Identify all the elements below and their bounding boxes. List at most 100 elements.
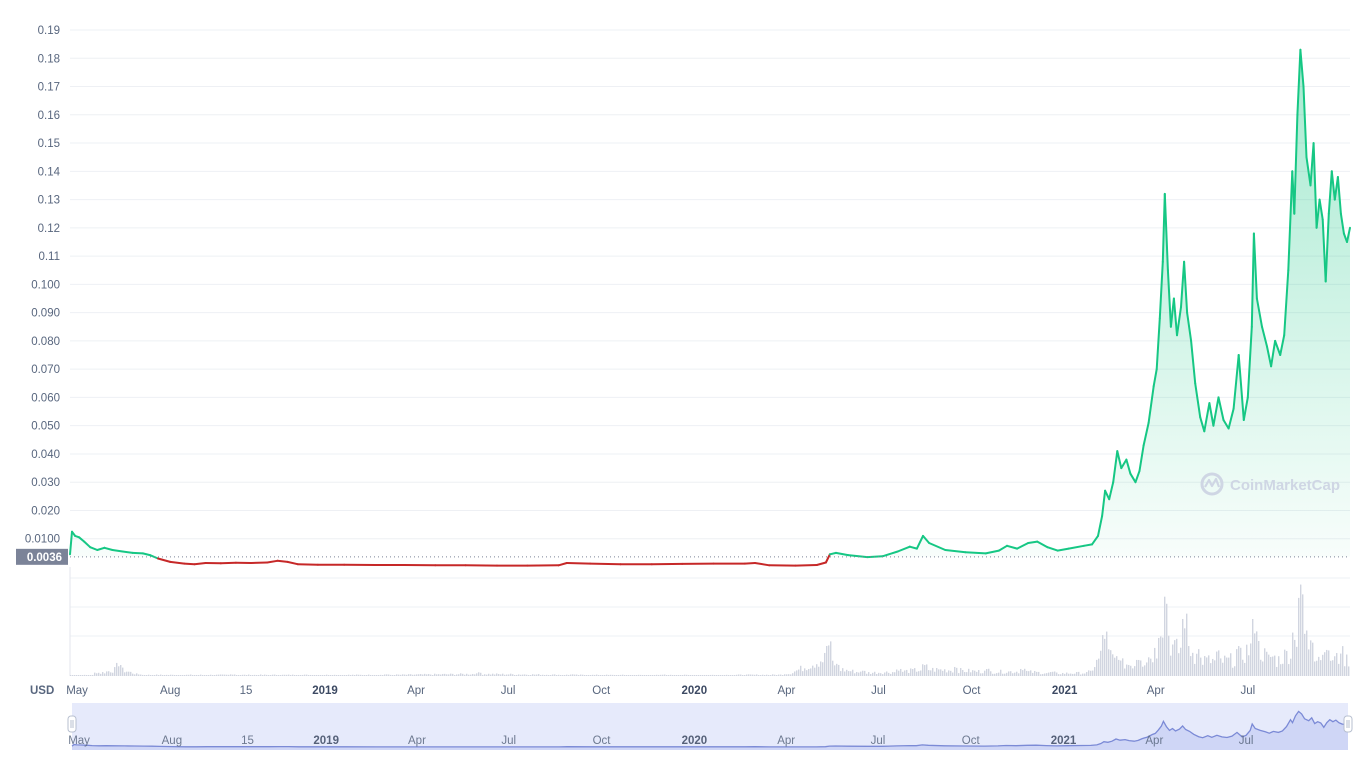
volume-bar — [736, 675, 737, 676]
volume-bar — [700, 675, 701, 676]
navigator-handle-right[interactable] — [1344, 716, 1352, 732]
volume-bar — [202, 675, 203, 676]
volume-bar — [102, 672, 103, 676]
navigator-tick-label: Apr — [777, 735, 795, 747]
volume-bar — [1118, 660, 1119, 676]
volume-bar — [776, 675, 777, 676]
volume-bar — [694, 675, 695, 676]
volume-bar — [808, 669, 809, 676]
x-tick-label: Jul — [1240, 685, 1255, 697]
volume-bar — [176, 675, 177, 676]
volume-bar — [1222, 663, 1223, 676]
volume-bar — [90, 675, 91, 676]
volume-bar — [1180, 648, 1181, 676]
volume-bar — [1044, 673, 1045, 676]
volume-bar — [154, 675, 155, 676]
volume-bar — [248, 675, 249, 676]
volume-bar — [1122, 658, 1123, 676]
volume-bar — [88, 675, 89, 676]
volume-bar — [466, 674, 467, 676]
volume-bar — [116, 663, 117, 676]
volume-bar — [292, 675, 293, 676]
price-line-segment — [559, 563, 567, 565]
volume-bar — [1086, 672, 1087, 676]
volume-bar — [1140, 660, 1141, 676]
volume-bar — [618, 675, 619, 676]
volume-bar — [1084, 674, 1085, 676]
volume-bar — [614, 675, 615, 676]
volume-bar — [522, 675, 523, 676]
volume-bar — [1164, 597, 1165, 676]
volume-bar — [1128, 665, 1129, 676]
volume-bar — [208, 675, 209, 676]
volume-bar — [436, 674, 437, 676]
volume-bar — [486, 675, 487, 676]
volume-bar — [766, 675, 767, 676]
volume-bar — [454, 675, 455, 676]
volume-bar — [1342, 646, 1343, 676]
price-line-segment — [158, 559, 170, 562]
volume-bar — [1274, 656, 1275, 676]
volume-bar — [814, 668, 815, 676]
volume-bar — [1248, 655, 1249, 676]
volume-bar — [1014, 673, 1015, 676]
volume-bar — [482, 675, 483, 676]
volume-bar — [1188, 646, 1189, 676]
volume-bar — [86, 675, 87, 676]
price-line-segment — [170, 562, 184, 564]
volume-bar — [434, 674, 435, 676]
volume-bar — [954, 667, 955, 676]
y-tick-label: 0.080 — [31, 336, 60, 348]
volume-bar — [988, 669, 989, 676]
navigator-tick-label: Jul — [871, 735, 886, 747]
volume-bar — [958, 673, 959, 676]
price-line-segment — [133, 553, 143, 554]
volume-bar — [158, 675, 159, 676]
volume-bar — [1058, 674, 1059, 676]
volume-bar — [204, 675, 205, 676]
volume-bar — [962, 670, 963, 676]
price-line-segment — [288, 562, 298, 564]
volume-bar — [470, 675, 471, 676]
x-tick-label: Oct — [963, 685, 982, 697]
volume-bar — [984, 671, 985, 676]
volume-bar — [924, 665, 925, 676]
volume-bar — [462, 674, 463, 676]
volume-bar — [940, 669, 941, 676]
volume-bar — [1256, 631, 1257, 676]
volume-bar — [818, 667, 819, 676]
volume-bar — [1160, 637, 1161, 676]
volume-bar — [578, 675, 579, 676]
volume-bar — [880, 673, 881, 676]
y-tick-label: 0.040 — [31, 449, 60, 461]
volume-bar — [1288, 664, 1289, 676]
volume-bar — [1030, 670, 1031, 676]
navigator-handle-left[interactable] — [68, 716, 76, 732]
volume-bar — [864, 671, 865, 676]
volume-bar — [1170, 656, 1171, 676]
volume-bar — [226, 675, 227, 676]
volume-bar — [1306, 631, 1307, 677]
volume-bar — [1260, 660, 1261, 676]
volume-bar — [1048, 673, 1049, 676]
volume-bar — [1032, 673, 1033, 676]
navigator-tick-label: 2021 — [1051, 735, 1077, 747]
volume-bar — [258, 675, 259, 676]
volume-bar — [1210, 663, 1211, 676]
navigator-tick-label: 2020 — [682, 735, 708, 747]
volume-bar — [500, 674, 501, 676]
volume-bar — [372, 675, 373, 676]
volume-bar — [598, 675, 599, 676]
volume-bar — [344, 675, 345, 676]
volume-bar — [884, 673, 885, 677]
volume-bar — [328, 675, 329, 676]
volume-bar — [628, 675, 629, 676]
volume-bar — [1252, 619, 1253, 676]
volume-bar — [666, 675, 667, 676]
volume-bar — [596, 675, 597, 676]
volume-bar — [918, 671, 919, 676]
